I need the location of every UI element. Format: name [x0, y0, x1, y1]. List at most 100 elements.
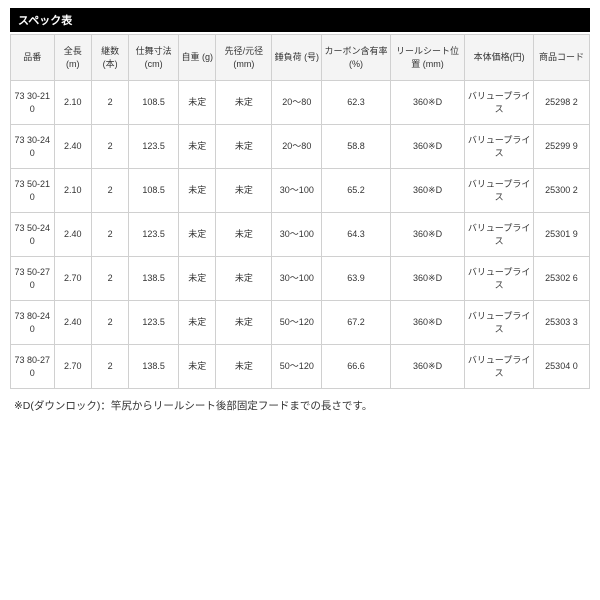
table-cell: 2 [91, 125, 128, 169]
table-cell: 2 [91, 257, 128, 301]
footnote: ※D(ダウンロック)：竿尻からリールシート後部固定フードまでの長さです。 [10, 389, 590, 415]
table-cell: 未定 [216, 301, 272, 345]
table-cell: 2 [91, 213, 128, 257]
table-cell: 67.2 [322, 301, 390, 345]
table-cell: バリュープライス [465, 257, 533, 301]
table-cell: 未定 [179, 213, 216, 257]
table-cell: 未定 [179, 257, 216, 301]
table-cell: 未定 [216, 81, 272, 125]
table-cell: 50～120 [272, 301, 322, 345]
table-cell: 108.5 [129, 81, 179, 125]
col-header: 錘負荷 (号) [272, 35, 322, 81]
table-cell: 73 80-270 [11, 345, 55, 389]
table-cell: 2 [91, 301, 128, 345]
table-cell: 123.5 [129, 125, 179, 169]
table-cell: 20～80 [272, 125, 322, 169]
table-cell: 25301 9 [533, 213, 589, 257]
table-cell: 25299 9 [533, 125, 589, 169]
table-cell: 73 30-240 [11, 125, 55, 169]
col-header: 先径/元径 (mm) [216, 35, 272, 81]
table-cell: 360※D [390, 345, 465, 389]
table-cell: 73 50-240 [11, 213, 55, 257]
table-cell: 2.40 [54, 213, 91, 257]
col-header: 全長 (m) [54, 35, 91, 81]
table-cell: 未定 [216, 345, 272, 389]
table-cell: バリュープライス [465, 81, 533, 125]
col-header: リールシート位置 (mm) [390, 35, 465, 81]
table-cell: バリュープライス [465, 213, 533, 257]
title-bar: スペック表 [10, 8, 590, 32]
table-cell: 2.10 [54, 169, 91, 213]
table-cell: 2.10 [54, 81, 91, 125]
table-cell: 未定 [216, 257, 272, 301]
table-cell: 73 30-210 [11, 81, 55, 125]
table-cell: 未定 [216, 125, 272, 169]
table-cell: 25300 2 [533, 169, 589, 213]
table-cell: 2 [91, 345, 128, 389]
table-row: 73 80-2402.402123.5未定未定50～12067.2360※Dバリ… [11, 301, 590, 345]
table-cell: 25298 2 [533, 81, 589, 125]
table-cell: 66.6 [322, 345, 390, 389]
title-text: スペック表 [18, 15, 72, 27]
table-cell: 108.5 [129, 169, 179, 213]
table-cell: 30～100 [272, 257, 322, 301]
col-header: 自重 (g) [179, 35, 216, 81]
table-cell: 2.40 [54, 125, 91, 169]
table-row: 73 80-2702.702138.5未定未定50～12066.6360※Dバリ… [11, 345, 590, 389]
header-row: 品番 全長 (m) 継数 (本) 仕舞寸法 (cm) 自重 (g) 先径/元径 … [11, 35, 590, 81]
table-cell: バリュープライス [465, 301, 533, 345]
table-cell: 30～100 [272, 213, 322, 257]
table-row: 73 50-2102.102108.5未定未定30～10065.2360※Dバリ… [11, 169, 590, 213]
table-cell: 未定 [179, 345, 216, 389]
table-row: 73 30-2402.402123.5未定未定20～8058.8360※Dバリュ… [11, 125, 590, 169]
table-cell: 未定 [179, 125, 216, 169]
table-cell: 25302 6 [533, 257, 589, 301]
table-cell: 360※D [390, 213, 465, 257]
table-cell: 123.5 [129, 301, 179, 345]
spec-table: 品番 全長 (m) 継数 (本) 仕舞寸法 (cm) 自重 (g) 先径/元径 … [10, 34, 590, 389]
table-cell: 25303 3 [533, 301, 589, 345]
table-cell: 360※D [390, 125, 465, 169]
table-cell: 360※D [390, 169, 465, 213]
table-cell: 2 [91, 81, 128, 125]
table-cell: 30～100 [272, 169, 322, 213]
table-row: 73 30-2102.102108.5未定未定20～8062.3360※Dバリュ… [11, 81, 590, 125]
col-header: 品番 [11, 35, 55, 81]
table-cell: 2.40 [54, 301, 91, 345]
table-cell: 58.8 [322, 125, 390, 169]
table-cell: 未定 [179, 81, 216, 125]
table-row: 73 50-2702.702138.5未定未定30～10063.9360※Dバリ… [11, 257, 590, 301]
table-cell: 20～80 [272, 81, 322, 125]
table-cell: バリュープライス [465, 125, 533, 169]
table-cell: 360※D [390, 257, 465, 301]
table-cell: 未定 [179, 169, 216, 213]
col-header: カーボン含有率 (%) [322, 35, 390, 81]
table-cell: 73 80-240 [11, 301, 55, 345]
table-cell: バリュープライス [465, 169, 533, 213]
table-cell: 2.70 [54, 345, 91, 389]
table-cell: 64.3 [322, 213, 390, 257]
table-cell: 未定 [216, 169, 272, 213]
table-cell: バリュープライス [465, 345, 533, 389]
table-cell: 73 50-270 [11, 257, 55, 301]
table-cell: 63.9 [322, 257, 390, 301]
table-cell: 73 50-210 [11, 169, 55, 213]
col-header: 仕舞寸法 (cm) [129, 35, 179, 81]
table-cell: 2.70 [54, 257, 91, 301]
table-cell: 50～120 [272, 345, 322, 389]
table-body: 73 30-2102.102108.5未定未定20～8062.3360※Dバリュ… [11, 81, 590, 389]
col-header: 商品コード [533, 35, 589, 81]
table-cell: 360※D [390, 81, 465, 125]
col-header: 継数 (本) [91, 35, 128, 81]
table-cell: 138.5 [129, 257, 179, 301]
table-cell: 未定 [216, 213, 272, 257]
table-cell: 138.5 [129, 345, 179, 389]
table-cell: 62.3 [322, 81, 390, 125]
col-header: 本体価格(円) [465, 35, 533, 81]
table-cell: 2 [91, 169, 128, 213]
table-cell: 未定 [179, 301, 216, 345]
table-cell: 65.2 [322, 169, 390, 213]
table-cell: 360※D [390, 301, 465, 345]
table-cell: 123.5 [129, 213, 179, 257]
table-row: 73 50-2402.402123.5未定未定30～10064.3360※Dバリ… [11, 213, 590, 257]
